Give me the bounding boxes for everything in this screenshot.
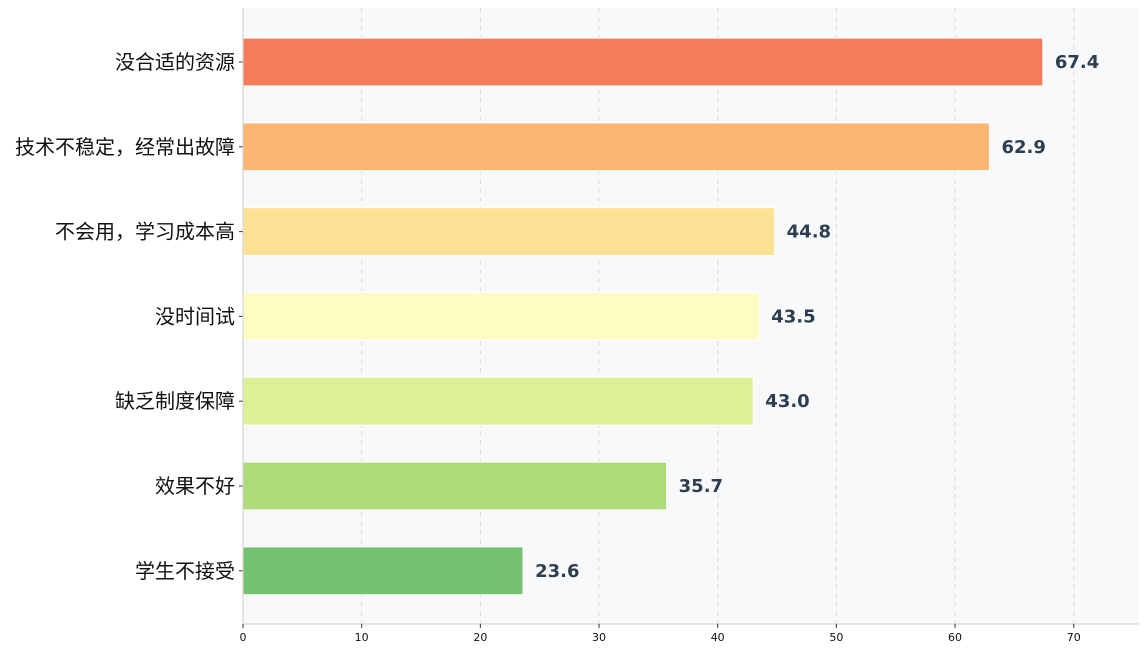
labels: 67.4 没合适的资源 62.9 技术不稳定，经常出故障 44.8 不会用，学习成本高 43… [15,50,1099,644]
bar [242,291,760,341]
axes [239,8,1139,628]
category-label: 技术不稳定，经常出故障 [15,135,235,159]
x-tick-label: 10 [355,631,369,644]
bar [242,376,754,426]
category-label: 学生不接受 [135,559,235,583]
x-tick-label: 50 [829,631,843,644]
value-label: 23.6 [535,561,579,582]
value-label: 43.0 [765,391,809,412]
value-label: 35.7 [679,476,723,497]
value-label: 67.4 [1055,52,1099,73]
value-label: 62.9 [1001,137,1045,158]
x-tick-label: 20 [473,631,487,644]
bar [242,546,524,596]
category-label: 不会用，学习成本高 [55,220,235,244]
category-label: 没合适的资源 [115,50,235,74]
category-label: 没时间试 [155,304,235,328]
bar [242,122,991,172]
bars [242,37,1044,596]
x-tick-label: 30 [592,631,606,644]
bar [242,461,668,511]
x-tick-label: 60 [948,631,962,644]
category-label: 效果不好 [155,474,235,498]
bar [242,207,776,257]
category-label: 缺乏制度保障 [115,389,235,413]
value-label: 44.8 [787,222,831,243]
x-tick-label: 40 [711,631,725,644]
bar [242,37,1044,87]
x-tick-label: 70 [1067,631,1081,644]
x-tick-label: 0 [240,631,247,644]
value-label: 43.5 [771,306,815,327]
